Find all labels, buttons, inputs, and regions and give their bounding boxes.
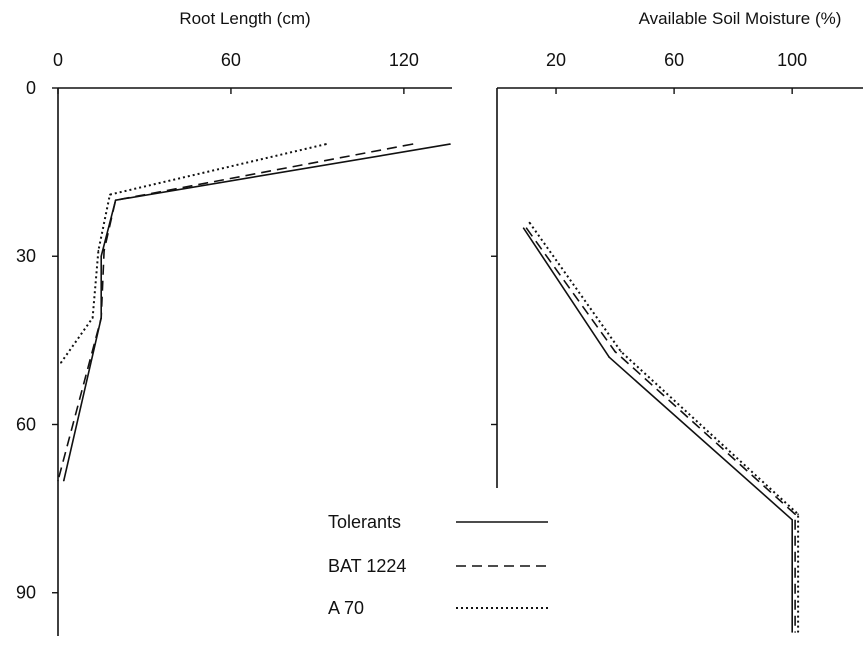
legend-item: Tolerants <box>328 512 548 532</box>
data-point <box>794 631 796 633</box>
data-point <box>100 255 103 258</box>
data-point <box>794 513 796 516</box>
data-point <box>109 193 111 196</box>
legend-item: BAT 1224 <box>328 556 548 576</box>
series-line-tolerants <box>63 143 451 481</box>
data-point <box>325 143 327 145</box>
soil-moisture-chart: Available Soil Moisture (%) 20 60 100 <box>491 9 863 633</box>
data-point <box>57 479 59 482</box>
x-tick-label: 60 <box>221 50 241 70</box>
data-point <box>797 631 799 633</box>
data-point <box>608 356 610 358</box>
data-point <box>103 249 105 252</box>
data-point <box>114 199 117 201</box>
y-tick-label: 0 <box>26 78 36 98</box>
legend-label: A 70 <box>328 598 364 618</box>
series-line-a-70 <box>528 222 800 632</box>
data-point <box>449 143 451 145</box>
data-point <box>522 227 525 230</box>
x-tick-label: 120 <box>389 50 419 70</box>
data-point <box>528 221 531 224</box>
x-tick-label: 60 <box>664 50 684 70</box>
y-tick-label: 30 <box>16 246 36 266</box>
data-point <box>62 479 65 482</box>
x-tick-label: 100 <box>777 50 807 70</box>
data-point <box>614 350 616 353</box>
data-point <box>791 631 793 633</box>
x-tick-label: 20 <box>546 50 566 70</box>
series-line-a-70 <box>60 143 327 364</box>
series-line-bat-1224 <box>525 227 796 632</box>
data-point <box>97 249 100 252</box>
data-point <box>797 513 799 516</box>
legend-label: BAT 1224 <box>328 556 406 576</box>
legend-item: A 70 <box>328 598 548 618</box>
soil-moisture-axis-title: Available Soil Moisture (%) <box>639 9 842 28</box>
data-point <box>791 519 793 521</box>
data-point <box>91 317 94 319</box>
legend: Tolerants BAT 1224 A 70 <box>328 512 548 618</box>
root-length-axis-title: Root Length (cm) <box>179 9 310 28</box>
root-length-chart: Root Length (cm) 0 60 120 0 30 60 90 <box>16 9 452 636</box>
legend-label: Tolerants <box>328 512 401 532</box>
series-line-tolerants <box>522 227 794 632</box>
data-point <box>620 350 622 353</box>
y-tick-label: 90 <box>16 583 36 603</box>
data-point <box>525 227 528 230</box>
data-point <box>100 317 103 319</box>
data-point <box>411 143 414 145</box>
data-point <box>60 362 62 364</box>
x-tick-label: 0 <box>53 50 63 70</box>
y-tick-label: 60 <box>16 414 36 434</box>
